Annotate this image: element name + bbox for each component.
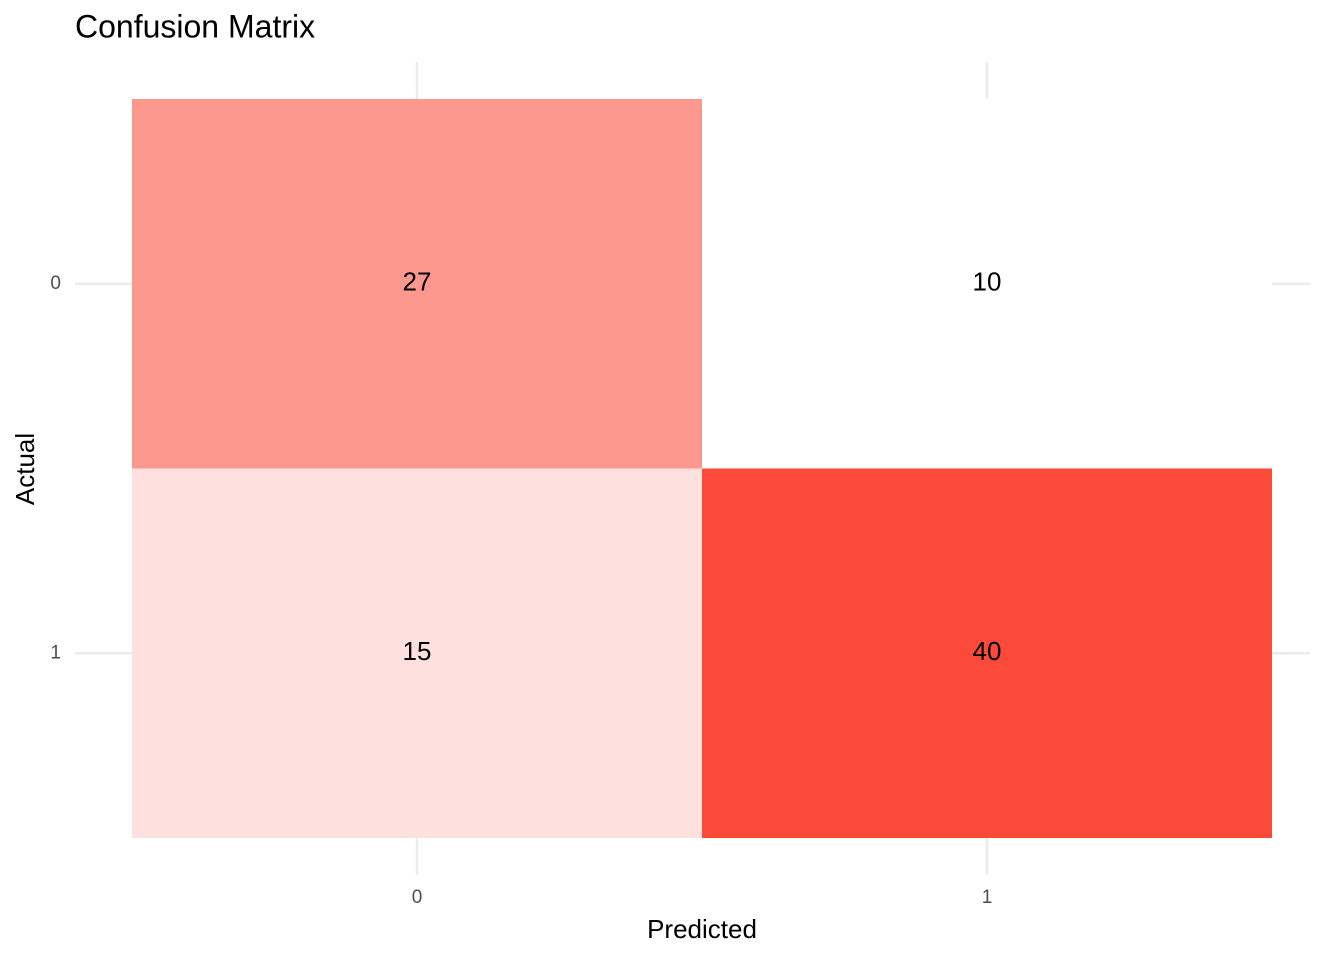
cell-label: 10: [973, 267, 1002, 297]
x-axis-label: Predicted: [647, 914, 757, 944]
cell-label: 15: [403, 636, 432, 666]
heatmap-cell: [132, 99, 702, 469]
heatmap-cell: [702, 99, 1272, 469]
cell-label: 27: [403, 267, 432, 297]
chart-title: Confusion Matrix: [75, 8, 315, 44]
cell-label: 40: [973, 636, 1002, 666]
y-tick-label: 1: [50, 642, 61, 663]
heatmap-cell: [132, 468, 702, 838]
x-tick-label: 0: [412, 887, 423, 908]
x-tick-label: 1: [982, 887, 993, 908]
y-axis-label: Actual: [10, 433, 40, 505]
y-tick-label: 0: [50, 273, 61, 294]
heatmap-cell: [702, 468, 1272, 838]
